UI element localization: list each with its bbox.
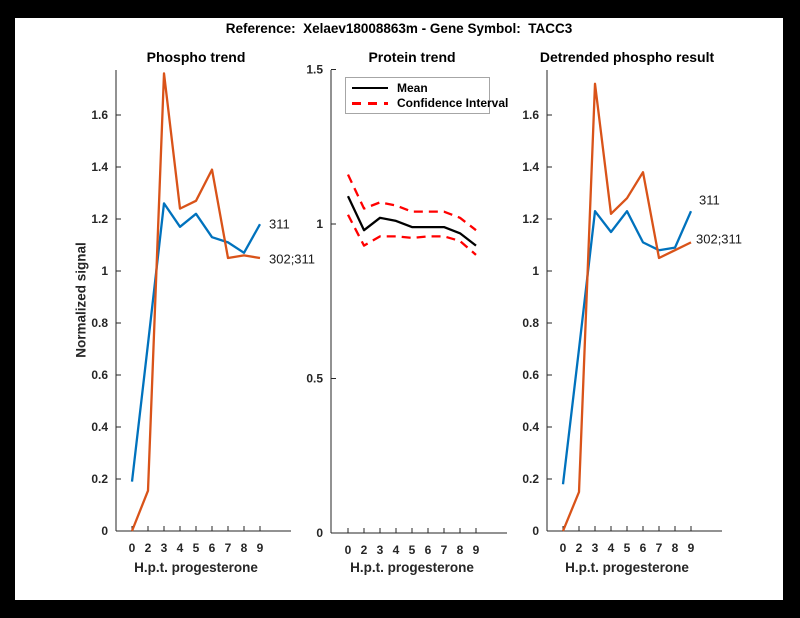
y-tick-label: 0.6 [91,368,108,382]
x-tick-label: 9 [473,543,480,557]
x-tick-label: 3 [377,543,384,557]
x-tick-label: 2 [145,541,152,555]
x-tick-label: 3 [592,541,599,555]
series-line-311 [130,202,262,482]
x-tick-label: 0 [560,541,567,555]
x-tick-label: 6 [640,541,647,555]
x-axis-label-detrended: H.p.t. progesterone [565,560,689,575]
y-tick-label: 0.4 [91,420,108,434]
x-tick-label: 7 [441,543,448,557]
x-tick-label: 0 [129,541,136,555]
y-tick-label: 0.2 [522,472,539,486]
y-tick-label: 0.8 [91,316,108,330]
legend-label-mean: Mean [397,81,428,95]
y-tick-label: 1.4 [91,160,108,174]
series-end-label-detrended-311: 311 [699,192,720,208]
figure-canvas: Reference: Xelaev18008863m - Gene Symbol… [15,18,783,600]
series-end-label-phospho-302-311: 302;311 [269,251,316,267]
x-tick-label: 2 [576,541,583,555]
series-line-mean [346,195,477,247]
x-tick-label: 9 [257,541,264,555]
x-tick-label: 6 [209,541,216,555]
series-line-confidence-interval-lower [346,214,477,256]
plots-svg: 0 2 3 4 5 6 7 8 900.20.40.60.811.21.41.60 2 3 4 5 6 7 8… [91,63,722,557]
legend-row-confidence-interval: Confidence Interval [352,96,508,110]
series-line-302-311 [561,82,692,532]
y-tick-label: 1.2 [91,212,108,226]
x-tick-label: 7 [656,541,663,555]
y-tick-label: 1 [532,264,539,278]
x-tick-label: 8 [672,541,679,555]
x-tick-label: 4 [608,541,615,555]
legend: Mean Confidence Interval [345,77,508,114]
series-line-311 [561,210,693,485]
x-axis-label-protein: H.p.t. progesterone [350,560,474,575]
series-line-confidence-interval-upper [346,174,477,232]
y-tick-label: 0 [532,524,539,538]
confidence-interval-dash-sample-icon [352,101,388,105]
y-tick-label: 1.5 [306,63,323,77]
y-tick-label: 0.4 [522,420,539,434]
x-tick-label: 0 [345,543,352,557]
x-tick-label: 8 [241,541,248,555]
x-tick-label: 5 [409,543,416,557]
y-tick-label: 0.2 [91,472,108,486]
legend-label-confidence-interval: Confidence Interval [397,96,509,110]
x-tick-label: 5 [624,541,631,555]
x-tick-label: 9 [688,541,695,555]
x-tick-label: 4 [177,541,184,555]
series-end-label-detrended-302-311: 302;311 [696,231,743,247]
y-tick-label: 0.6 [522,368,539,382]
x-tick-label: 8 [457,543,464,557]
plot-title-protein-trend: Protein trend [368,49,456,65]
y-tick-label: 1 [101,264,108,278]
y-tick-label: 0.8 [522,316,539,330]
x-tick-label: 2 [361,543,368,557]
y-tick-label: 1.4 [522,160,539,174]
x-tick-label: 7 [225,541,232,555]
plot-title-detrended-phospho: Detrended phospho result [539,49,715,65]
x-axis-label-phospho: H.p.t. progesterone [134,560,258,575]
x-tick-label: 3 [161,541,168,555]
x-tick-label: 5 [193,541,200,555]
y-tick-label: 0 [101,524,108,538]
y-tick-label: 0.5 [306,372,323,386]
y-tick-label: 1.2 [522,212,539,226]
y-tick-label: 1 [316,217,323,231]
y-tick-label: 1.6 [522,108,539,122]
figure-title: Reference: Xelaev18008863m - Gene Symbol… [225,21,573,36]
mean-line-sample-icon [352,86,388,90]
y-tick-label: 0 [316,526,323,540]
legend-row-mean: Mean [352,81,483,95]
series-line-302-311 [130,72,261,532]
x-tick-label: 4 [393,543,400,557]
series-end-label-phospho-311: 311 [269,216,290,232]
plot-title-phospho-trend: Phospho trend [146,49,246,65]
x-tick-label: 6 [425,543,432,557]
y-tick-label: 1.6 [91,108,108,122]
y-axis-label: Normalized signal [73,242,89,358]
